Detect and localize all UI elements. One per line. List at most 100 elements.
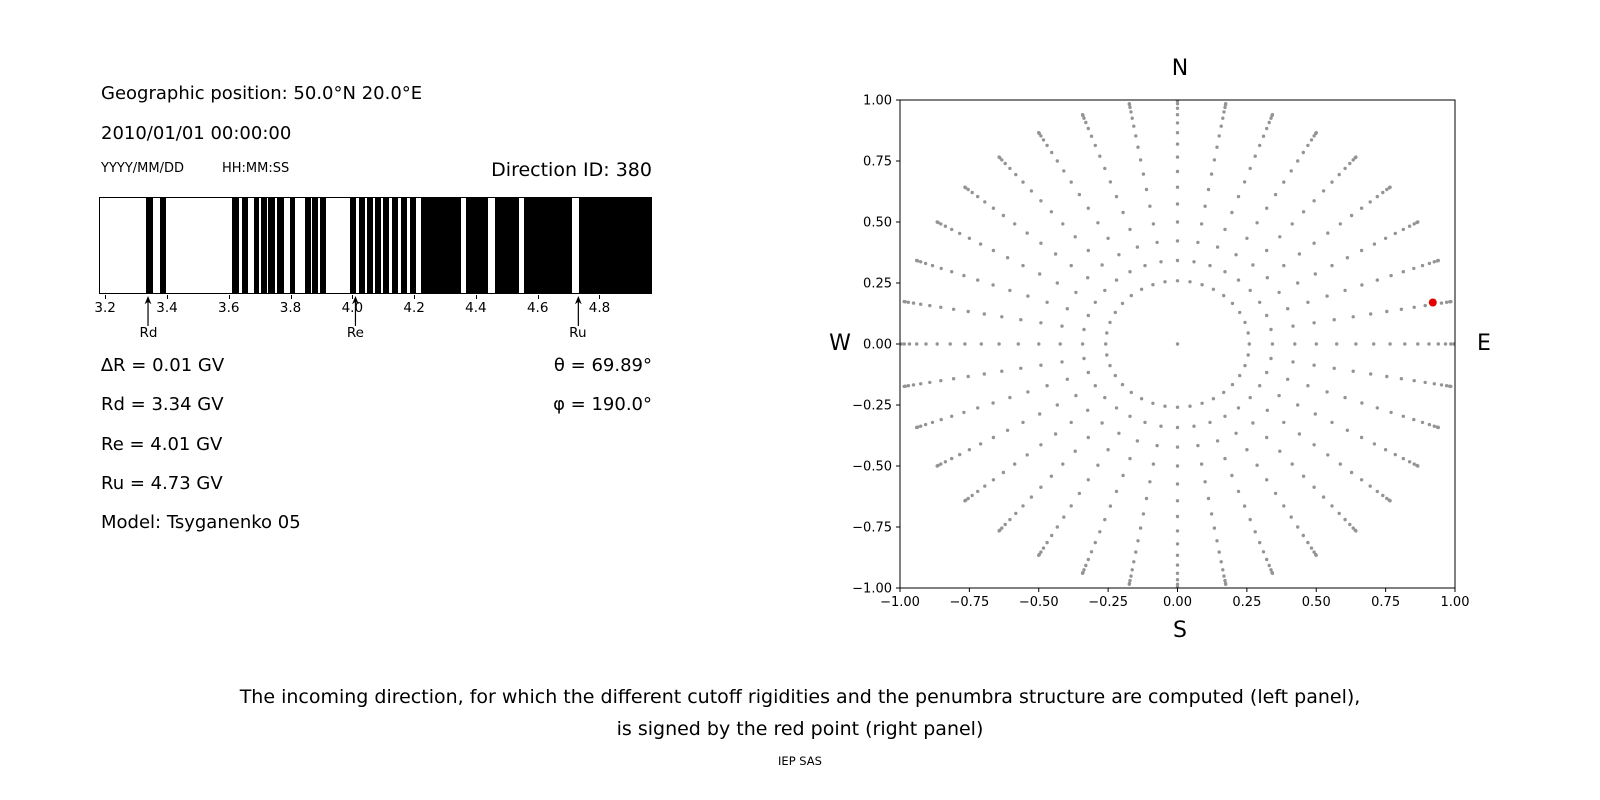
datetime-text: 2010/01/01 00:00:00 [101, 123, 292, 144]
direction-dot [1290, 222, 1294, 226]
direction-dot [1114, 278, 1119, 282]
direction-dot [1103, 395, 1107, 400]
direction-dot [1312, 363, 1316, 367]
direction-dot [1128, 578, 1132, 583]
direction-dot [1265, 313, 1269, 318]
direction-dot [982, 312, 986, 316]
direction-dot [1139, 397, 1144, 401]
direction-dot [1138, 158, 1143, 162]
direction-dot [997, 529, 1001, 533]
direction-dot [1136, 539, 1140, 543]
direction-dot [1393, 231, 1397, 236]
direction-dot [1313, 412, 1317, 416]
direction-dot [1301, 210, 1306, 214]
direction-dot [1209, 512, 1214, 516]
direction-dot [1222, 390, 1226, 395]
direction-dot [1117, 431, 1121, 435]
direction-dot [978, 442, 983, 446]
direction-dot [1045, 540, 1049, 545]
direction-dot [907, 342, 912, 346]
direction-dot [1215, 539, 1219, 543]
direction-dot [928, 380, 932, 385]
direction-dot [1127, 582, 1131, 586]
direction-dot [991, 283, 995, 287]
direction-dot [1282, 420, 1286, 425]
direction-dot [1121, 473, 1125, 478]
direction-dot [1381, 493, 1385, 498]
direction-dot [1106, 448, 1110, 452]
direction-dot [1385, 496, 1389, 501]
direction-dot [1175, 121, 1180, 125]
direction-dot [1135, 439, 1140, 443]
direction-dot [1403, 342, 1407, 346]
direction-dot [1132, 560, 1136, 564]
direction-dot [1335, 342, 1339, 346]
direction-dot [1345, 428, 1350, 432]
direction-dot [962, 273, 966, 278]
penumbra-band [253, 198, 260, 293]
direction-dot [939, 222, 943, 226]
direction-dot [1016, 342, 1020, 346]
direction-dot [1236, 278, 1241, 282]
direction-dot [950, 414, 954, 418]
direction-dot [1008, 395, 1012, 400]
direction-dot [1401, 414, 1405, 418]
direction-dot [1449, 342, 1453, 346]
direction-dot [1343, 395, 1347, 400]
direction-dot [983, 484, 987, 488]
direction-dot [1037, 131, 1041, 135]
direction-dot [1312, 443, 1316, 447]
direction-dot [1086, 408, 1090, 412]
direction-dot [1108, 320, 1112, 325]
direction-dot [1211, 287, 1216, 291]
direction-dot [902, 384, 906, 389]
direction-dot [1348, 161, 1352, 166]
direction-dot [1175, 106, 1180, 110]
direction-dot [1129, 390, 1133, 395]
direction-dot [1368, 484, 1372, 488]
direction-dot [1192, 424, 1196, 428]
direction-dot [1354, 529, 1358, 533]
direction-dot [1349, 470, 1354, 475]
x-tick-label: −1.00 [880, 595, 920, 610]
direction-dot [1388, 185, 1392, 189]
x-tick-label: −0.50 [1019, 595, 1059, 610]
direction-dot [1175, 425, 1180, 430]
direction-dot [1175, 169, 1180, 174]
penumbra-band [466, 198, 489, 293]
direction-dot [915, 425, 919, 430]
direction-dot [1175, 482, 1180, 486]
direction-dot [991, 478, 996, 482]
direction-dot [1039, 134, 1043, 138]
penumbra-band [241, 198, 248, 293]
direction-dot [1407, 460, 1412, 464]
direction-dot [1105, 353, 1109, 357]
direction-dot [1082, 116, 1086, 120]
direction-dot [902, 342, 906, 346]
direction-dot [1041, 138, 1046, 142]
direction-dot [1314, 553, 1318, 557]
direction-dot [1073, 235, 1077, 239]
direction-dot [1089, 134, 1094, 138]
direction-dot [919, 260, 923, 264]
direction-dot [1321, 495, 1326, 499]
direction-dot [1105, 331, 1109, 335]
compass-south-label: S [1173, 618, 1187, 643]
direction-dot [1439, 383, 1444, 387]
direction-dot [1208, 420, 1212, 425]
direction-dot [1128, 227, 1132, 232]
direction-dot [1234, 431, 1238, 435]
direction-dot [1209, 172, 1214, 176]
direction-dot [1103, 517, 1107, 522]
direction-dot [1021, 263, 1025, 268]
direction-dot [1074, 393, 1078, 398]
direction-dot [1301, 474, 1306, 478]
direction-dot [911, 383, 916, 387]
direction-dot [1223, 414, 1227, 418]
direction-dot [1215, 245, 1220, 249]
direction-dot [963, 499, 967, 503]
direction-dot [930, 263, 935, 268]
x-tick-label: 1.00 [1441, 595, 1470, 610]
direction-dot [1313, 272, 1317, 276]
direction-dot [1230, 382, 1235, 387]
